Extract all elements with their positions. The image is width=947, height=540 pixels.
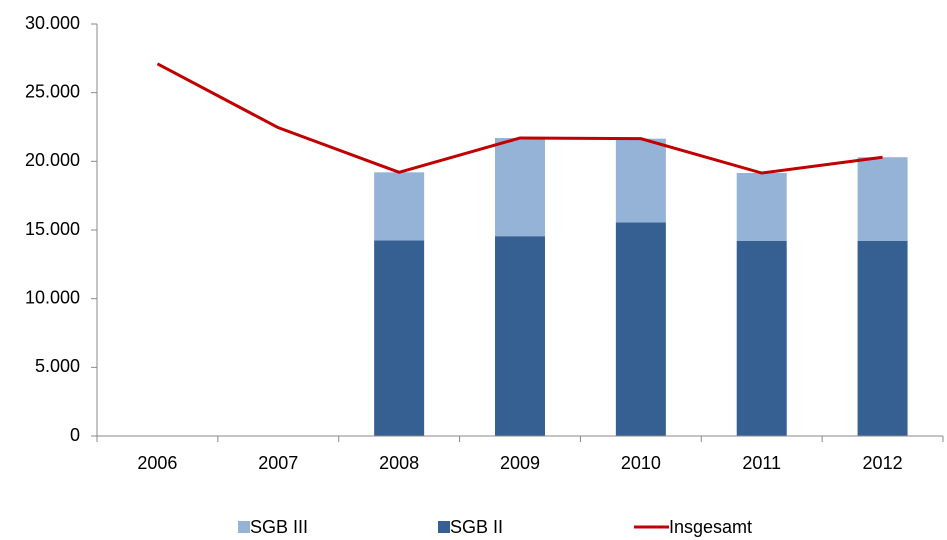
x-tick-label: 2008 [379, 453, 419, 473]
y-tick-label: 5.000 [35, 356, 80, 376]
x-tick-label: 2007 [258, 453, 298, 473]
legend-swatch [238, 521, 250, 533]
y-tick-label: 0 [70, 425, 80, 445]
x-tick-label: 2010 [621, 453, 661, 473]
bar [495, 137, 545, 237]
bar [736, 173, 787, 241]
legend-label: SGB III [250, 517, 308, 537]
x-tick-label: 2011 [742, 453, 781, 473]
bar [495, 236, 545, 436]
x-tick-label: 2012 [863, 453, 903, 473]
line [156, 62, 883, 175]
legend-swatch [438, 521, 450, 533]
legend-label: Insgesamt [669, 517, 752, 537]
bar [615, 138, 666, 223]
bar [736, 240, 787, 436]
bar [374, 240, 425, 436]
bar [615, 222, 666, 436]
x-tick-label: 2006 [137, 453, 177, 473]
bar [374, 172, 425, 241]
y-tick-label: 30.000 [25, 13, 80, 33]
y-tick-label: 20.000 [25, 150, 80, 170]
y-tick-label: 10.000 [25, 287, 80, 307]
y-tick-label: 15.000 [25, 219, 80, 239]
y-tick-label: 25.000 [25, 81, 80, 101]
bar [857, 157, 908, 241]
x-tick-label: 2009 [500, 453, 540, 473]
bar [857, 240, 908, 436]
legend-label: SGB II [450, 517, 503, 537]
